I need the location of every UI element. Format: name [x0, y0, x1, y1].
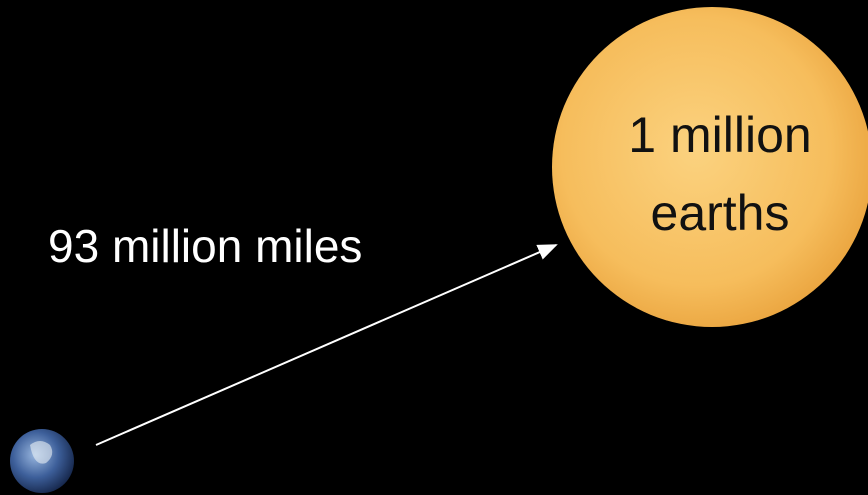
sun-label-line: 1 million: [628, 107, 811, 163]
sun-label-line: earths: [651, 185, 790, 241]
slide: 93 million miles 1 million earths: [0, 0, 868, 495]
sun: [552, 7, 868, 327]
distance-label: 93 million miles: [48, 220, 362, 272]
